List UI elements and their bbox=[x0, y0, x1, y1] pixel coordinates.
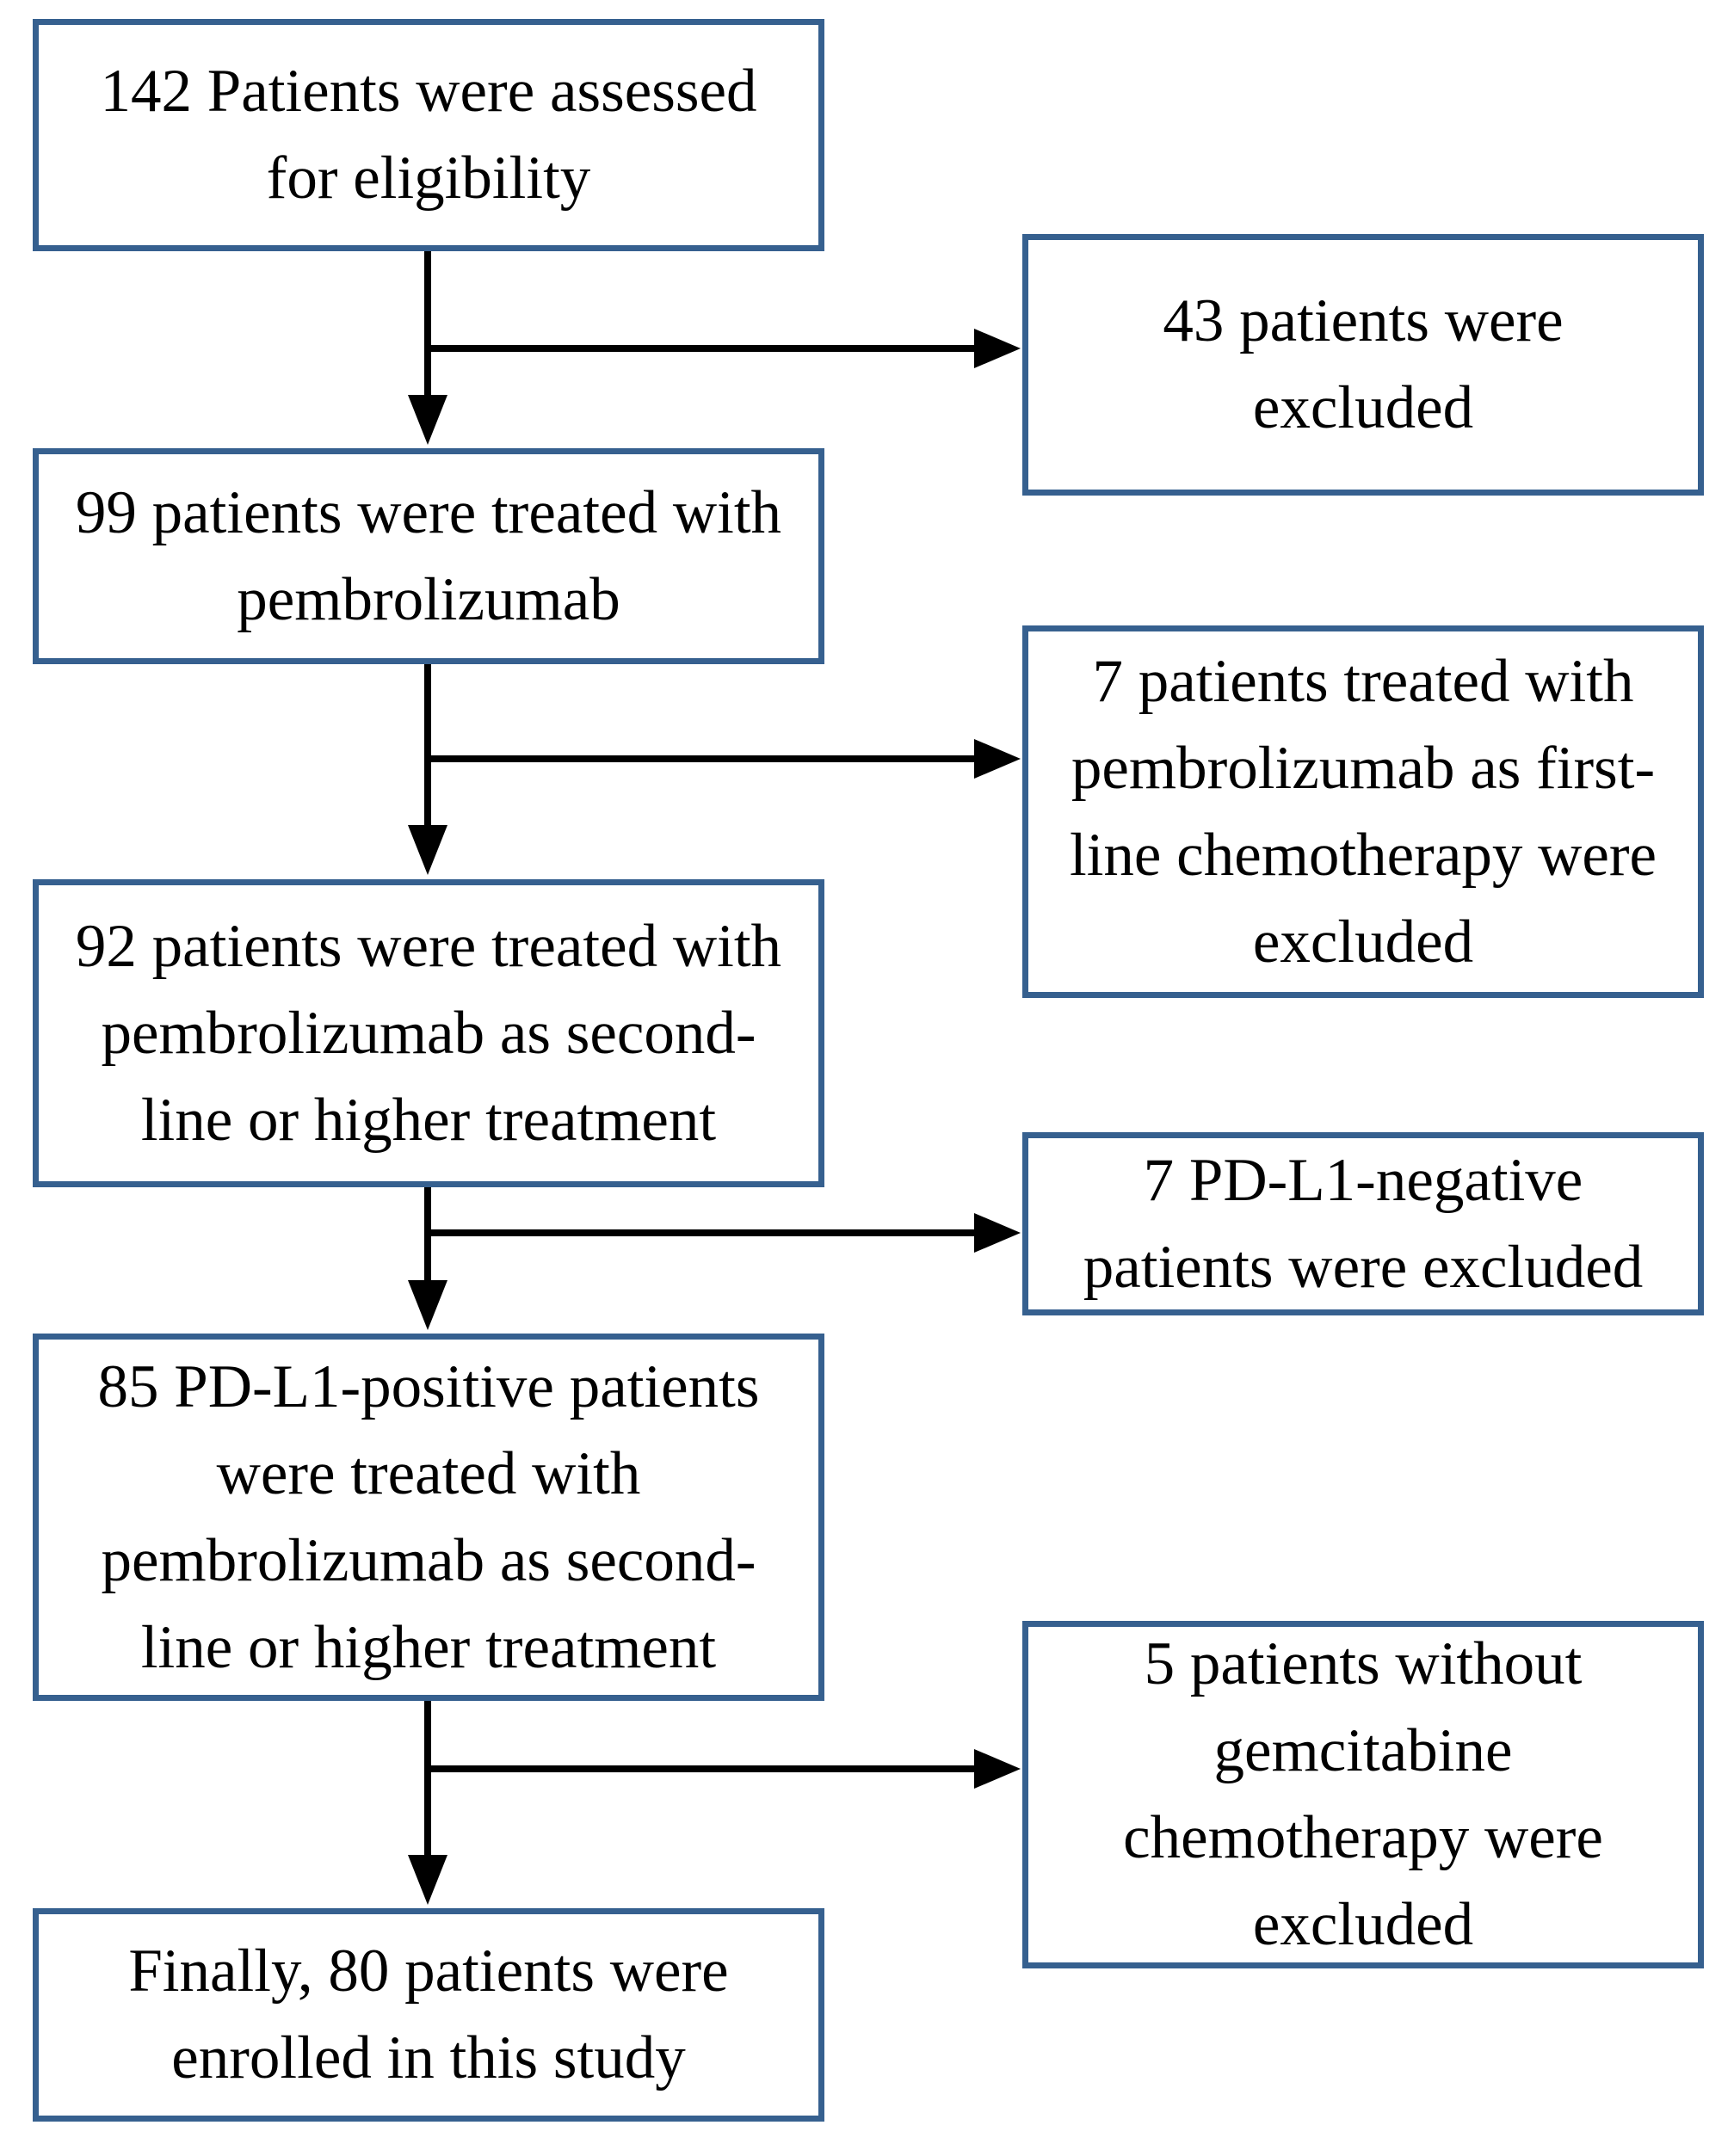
box-7-firstline-excluded: 7 patients treated with pembrolizumab as… bbox=[1022, 625, 1704, 998]
arrow-treated-to-firstline-excluded bbox=[428, 739, 1021, 779]
box-5-no-gemcitabine-excluded: 5 patients without gemcitabine chemother… bbox=[1022, 1621, 1704, 1968]
box-43-excluded: 43 patients were excluded bbox=[1022, 234, 1704, 496]
box-85-pdl1-positive-label: 85 PD-L1-positive patients were treated … bbox=[97, 1352, 760, 1681]
box-7-pdl1-negative-excluded-label: 7 PD-L1-negative patients were excluded bbox=[1083, 1146, 1644, 1301]
arrow-secondline-to-pdl1negative-excluded bbox=[428, 1213, 1021, 1253]
box-99-treated-label: 99 patients were treated with pembrolizu… bbox=[75, 478, 782, 633]
arrow-assessed-to-excluded43 bbox=[428, 329, 1021, 368]
box-92-secondline: 92 patients were treated with pembrolizu… bbox=[33, 879, 824, 1187]
arrow-assessed-to-treated bbox=[408, 251, 447, 445]
box-7-pdl1-negative-excluded: 7 PD-L1-negative patients were excluded bbox=[1022, 1132, 1704, 1315]
arrow-pdl1positive-to-enrolled bbox=[408, 1701, 447, 1905]
box-7-firstline-excluded-label: 7 patients treated with pembrolizumab as… bbox=[1069, 647, 1657, 976]
box-43-excluded-label: 43 patients were excluded bbox=[1163, 287, 1564, 441]
box-92-secondline-label: 92 patients were treated with pembrolizu… bbox=[75, 912, 782, 1154]
arrow-treated-to-secondline bbox=[408, 664, 447, 875]
box-99-treated: 99 patients were treated with pembrolizu… bbox=[33, 448, 824, 664]
box-80-enrolled-label: Finally, 80 patients were enrolled in th… bbox=[128, 1937, 729, 2091]
box-80-enrolled: Finally, 80 patients were enrolled in th… bbox=[33, 1908, 824, 2122]
box-142-assessed-label: 142 Patients were assessed for eligibili… bbox=[100, 58, 757, 212]
arrow-secondline-to-pdl1positive bbox=[408, 1187, 447, 1330]
box-142-assessed: 142 Patients were assessed for eligibili… bbox=[33, 19, 824, 251]
arrow-pdl1positive-to-nogemcitabine-excluded bbox=[428, 1749, 1021, 1789]
box-5-no-gemcitabine-excluded-label: 5 patients without gemcitabine chemother… bbox=[1123, 1630, 1603, 1958]
box-85-pdl1-positive: 85 PD-L1-positive patients were treated … bbox=[33, 1334, 824, 1701]
